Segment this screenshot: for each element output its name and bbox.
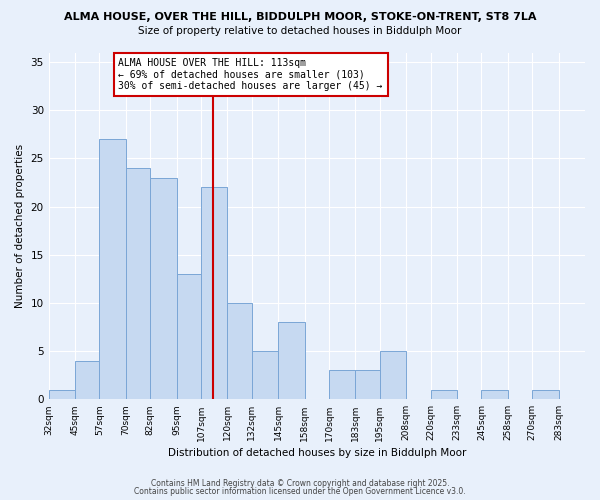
Bar (481, 390, 508, 400)
Bar (150, 178, 176, 400)
Bar (380, 351, 406, 400)
Bar (278, 322, 305, 400)
Bar (126, 168, 150, 400)
Bar (176, 274, 201, 400)
X-axis label: Distribution of detached houses by size in Biddulph Moor: Distribution of detached houses by size … (167, 448, 466, 458)
Bar (431, 390, 457, 400)
Bar (532, 390, 559, 400)
Text: Contains public sector information licensed under the Open Government Licence v3: Contains public sector information licen… (134, 487, 466, 496)
Text: ALMA HOUSE, OVER THE HILL, BIDDULPH MOOR, STOKE-ON-TRENT, ST8 7LA: ALMA HOUSE, OVER THE HILL, BIDDULPH MOOR… (64, 12, 536, 22)
Bar (201, 188, 227, 400)
Bar (227, 303, 252, 400)
Bar (355, 370, 380, 400)
Text: ALMA HOUSE OVER THE HILL: 113sqm
← 69% of detached houses are smaller (103)
30% : ALMA HOUSE OVER THE HILL: 113sqm ← 69% o… (118, 58, 383, 91)
Bar (75, 361, 100, 400)
Text: Contains HM Land Registry data © Crown copyright and database right 2025.: Contains HM Land Registry data © Crown c… (151, 478, 449, 488)
Text: Size of property relative to detached houses in Biddulph Moor: Size of property relative to detached ho… (139, 26, 461, 36)
Bar (329, 370, 355, 400)
Bar (252, 351, 278, 400)
Bar (100, 139, 126, 400)
Bar (49, 390, 75, 400)
Y-axis label: Number of detached properties: Number of detached properties (15, 144, 25, 308)
